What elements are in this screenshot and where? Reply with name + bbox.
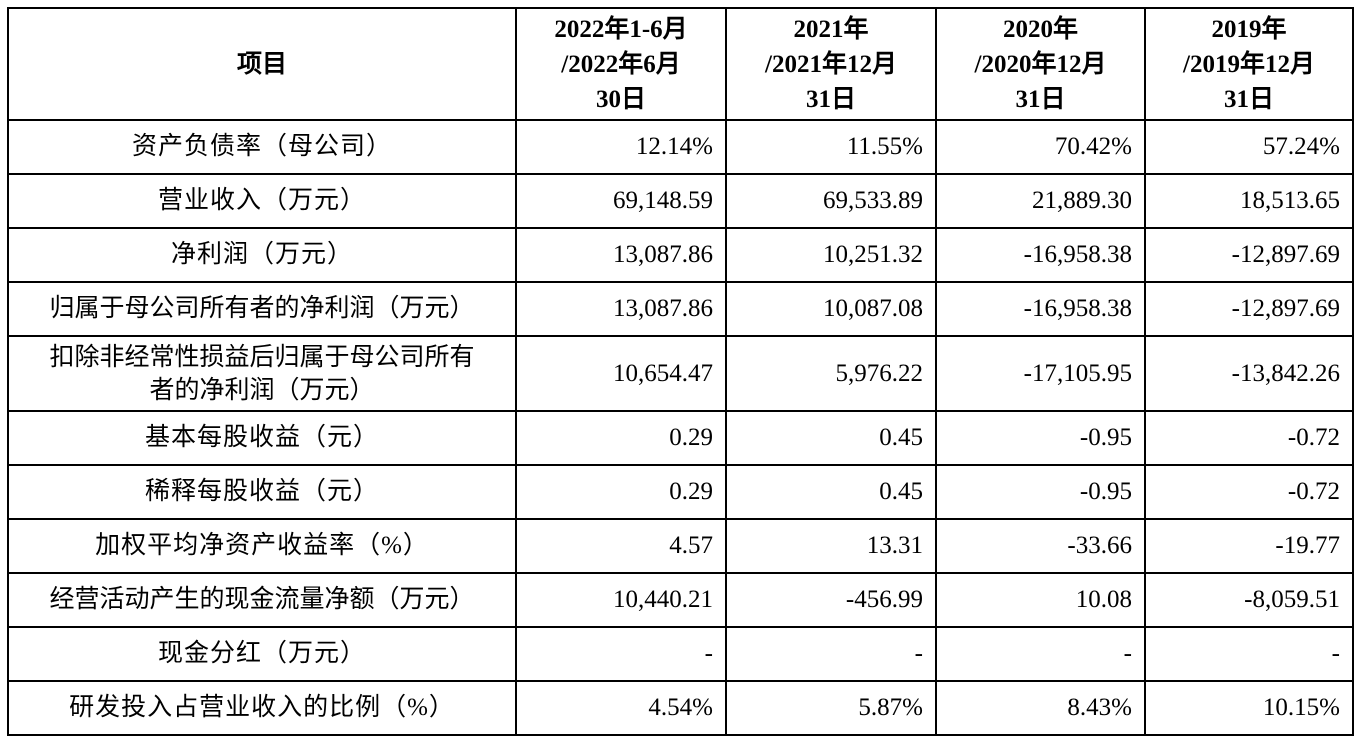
cell-value: 10,087.08 [725, 281, 937, 337]
cell-value: -0.72 [1144, 410, 1354, 466]
cell-value: 10.08 [935, 572, 1146, 628]
cell-value: 21,889.30 [935, 173, 1146, 229]
table-row: 营业收入（万元） 69,148.59 69,533.89 21,889.30 1… [7, 173, 1354, 229]
row-label: 研发投入占营业收入的比例（%） [7, 680, 517, 736]
cell-value: 13,087.86 [515, 281, 727, 337]
table-row: 净利润（万元） 13,087.86 10,251.32 -16,958.38 -… [7, 227, 1354, 283]
cell-value: - [725, 626, 937, 682]
cell-value: 0.45 [725, 464, 937, 520]
header-2019: 2019年 /2019年12月 31日 [1144, 7, 1354, 121]
cell-value: -12,897.69 [1144, 227, 1354, 283]
table-row: 研发投入占营业收入的比例（%） 4.54% 5.87% 8.43% 10.15% [7, 680, 1354, 736]
cell-value: - [515, 626, 727, 682]
table-row: 稀释每股收益（元） 0.29 0.45 -0.95 -0.72 [7, 464, 1354, 520]
cell-value: 69,533.89 [725, 173, 937, 229]
table-row: 资产负债率（母公司） 12.14% 11.55% 70.42% 57.24% [7, 119, 1354, 175]
table-row: 归属于母公司所有者的净利润（万元） 13,087.86 10,087.08 -1… [7, 281, 1354, 337]
table-row: 经营活动产生的现金流量净额（万元） 10,440.21 -456.99 10.0… [7, 572, 1354, 628]
cell-value: -16,958.38 [935, 281, 1146, 337]
cell-value: -0.95 [935, 464, 1146, 520]
table-row: 扣除非经常性损益后归属于母公司所有 者的净利润（万元） 10,654.47 5,… [7, 335, 1354, 412]
row-label: 归属于母公司所有者的净利润（万元） [7, 281, 517, 337]
cell-value: 70.42% [935, 119, 1146, 175]
cell-value: 13.31 [725, 518, 937, 574]
table-row: 现金分红（万元） - - - - [7, 626, 1354, 682]
cell-value: -13,842.26 [1144, 335, 1354, 412]
financial-indicators-table: 项目 2022年1-6月 /2022年6月 30日 2021年 /2021年12… [7, 7, 1354, 736]
cell-value: -456.99 [725, 572, 937, 628]
cell-value: -33.66 [935, 518, 1146, 574]
row-label: 稀释每股收益（元） [7, 464, 517, 520]
cell-value: 10,251.32 [725, 227, 937, 283]
cell-value: 0.29 [515, 410, 727, 466]
row-label: 基本每股收益（元） [7, 410, 517, 466]
cell-value: 0.29 [515, 464, 727, 520]
cell-value: 5,976.22 [725, 335, 937, 412]
header-item: 项目 [7, 7, 517, 121]
row-label: 现金分红（万元） [7, 626, 517, 682]
cell-value: 13,087.86 [515, 227, 727, 283]
cell-value: 4.54% [515, 680, 727, 736]
cell-value: 10,654.47 [515, 335, 727, 412]
cell-value: - [1144, 626, 1354, 682]
cell-value: 57.24% [1144, 119, 1354, 175]
header-row: 项目 2022年1-6月 /2022年6月 30日 2021年 /2021年12… [7, 7, 1354, 121]
row-label: 营业收入（万元） [7, 173, 517, 229]
table-row: 基本每股收益（元） 0.29 0.45 -0.95 -0.72 [7, 410, 1354, 466]
row-label: 资产负债率（母公司） [7, 119, 517, 175]
cell-value: -17,105.95 [935, 335, 1146, 412]
cell-value: 8.43% [935, 680, 1146, 736]
cell-value: -12,897.69 [1144, 281, 1354, 337]
cell-value: -8,059.51 [1144, 572, 1354, 628]
table-row: 加权平均净资产收益率（%） 4.57 13.31 -33.66 -19.77 [7, 518, 1354, 574]
header-2020: 2020年 /2020年12月 31日 [935, 7, 1146, 121]
cell-value: - [935, 626, 1146, 682]
row-label: 经营活动产生的现金流量净额（万元） [7, 572, 517, 628]
cell-value: 11.55% [725, 119, 937, 175]
header-2021: 2021年 /2021年12月 31日 [725, 7, 937, 121]
cell-value: 10.15% [1144, 680, 1354, 736]
cell-value: 10,440.21 [515, 572, 727, 628]
cell-value: 0.45 [725, 410, 937, 466]
cell-value: 5.87% [725, 680, 937, 736]
cell-value: -0.95 [935, 410, 1146, 466]
cell-value: 4.57 [515, 518, 727, 574]
cell-value: -0.72 [1144, 464, 1354, 520]
row-label: 净利润（万元） [7, 227, 517, 283]
row-label: 扣除非经常性损益后归属于母公司所有 者的净利润（万元） [7, 335, 517, 412]
header-2022h1: 2022年1-6月 /2022年6月 30日 [515, 7, 727, 121]
cell-value: 18,513.65 [1144, 173, 1354, 229]
cell-value: 69,148.59 [515, 173, 727, 229]
cell-value: -16,958.38 [935, 227, 1146, 283]
cell-value: -19.77 [1144, 518, 1354, 574]
row-label: 加权平均净资产收益率（%） [7, 518, 517, 574]
cell-value: 12.14% [515, 119, 727, 175]
